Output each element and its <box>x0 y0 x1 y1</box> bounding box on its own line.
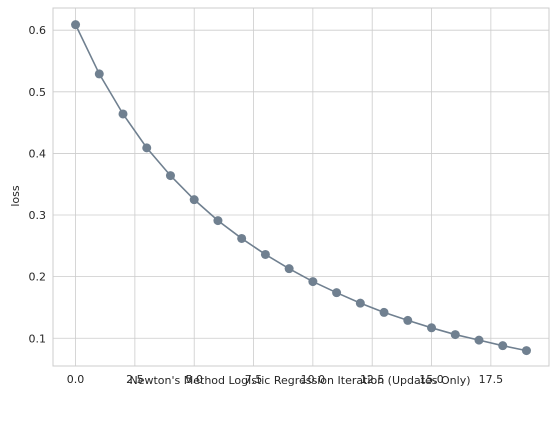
x-tick-label: 12.5 <box>360 373 385 386</box>
plot-frame <box>52 7 550 367</box>
data-point <box>237 233 247 243</box>
data-point <box>94 69 104 79</box>
data-point <box>260 249 270 259</box>
x-tick-label: 17.5 <box>479 373 504 386</box>
data-point <box>332 288 342 298</box>
y-tick-label: 0.6 <box>29 24 47 37</box>
y-tick-label: 0.5 <box>29 86 47 99</box>
y-tick-label: 0.1 <box>29 332 47 345</box>
data-point <box>71 20 81 30</box>
data-point <box>355 298 365 308</box>
data-point <box>308 277 318 287</box>
data-point <box>189 195 199 205</box>
plot-area <box>71 20 531 356</box>
data-point <box>450 330 460 340</box>
y-tick-label: 0.2 <box>29 271 47 284</box>
x-tick-label: 7.5 <box>245 373 263 386</box>
y-tick-label: 0.4 <box>29 147 47 160</box>
x-tick-label: 10.0 <box>301 373 326 386</box>
data-point <box>165 171 175 181</box>
y-axis-label: loss <box>9 185 22 207</box>
data-point <box>284 264 294 274</box>
data-point <box>474 335 484 345</box>
data-point <box>498 341 508 351</box>
x-tick-label: 2.5 <box>126 373 144 386</box>
x-axis-label: Newton's Method Logistic Regression Iter… <box>129 374 470 387</box>
data-point <box>403 315 413 325</box>
y-tick-label: 0.3 <box>29 209 47 222</box>
series-line <box>74 24 527 352</box>
data-point <box>521 346 531 356</box>
data-point <box>427 323 437 333</box>
x-tick-label: 0.0 <box>67 373 85 386</box>
x-tick-label: 5.0 <box>185 373 203 386</box>
data-point <box>142 143 152 153</box>
data-point <box>118 109 128 119</box>
grid <box>52 7 550 367</box>
data-point <box>379 307 389 317</box>
x-axis: 0.0 2.5 5.0 7.5 10.0 12.5 15.0 17.5 <box>67 373 503 386</box>
x-tick-label: 15.0 <box>419 373 444 386</box>
data-point <box>213 216 223 226</box>
y-axis: 0.1 0.2 0.3 0.4 0.5 0.6 <box>29 24 47 345</box>
